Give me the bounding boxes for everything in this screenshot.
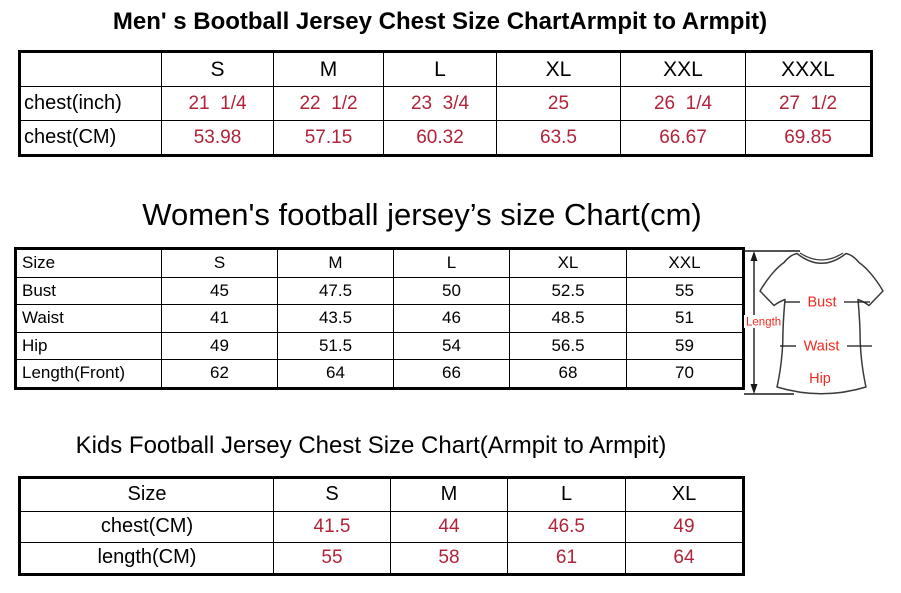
collar-inner-line [799, 252, 844, 261]
value-cell: 60.32 [383, 120, 497, 156]
women-size-header: XXL [626, 248, 744, 278]
table-row: Length(Front) 62 64 66 68 70 [15, 359, 744, 389]
table-row: Bust 45 47.5 50 52.5 55 [15, 276, 744, 305]
men-size-header: XL [496, 51, 621, 87]
kids-size-header: M [390, 476, 508, 512]
value-cell: 70 [626, 359, 744, 389]
length-label-backing [744, 315, 779, 328]
tshirt-measurement-diagram: Length Bust Waist Hip [744, 242, 901, 408]
value-cell: 27 1/2 [745, 86, 872, 121]
men-corner-cell [19, 51, 162, 87]
table-row: chest(CM) 41.5 44 46.5 49 [19, 510, 744, 543]
value-cell: 46 [393, 304, 510, 333]
value-cell: 58 [390, 541, 508, 575]
value-cell: 41.5 [273, 510, 391, 543]
tshirt-diagram-svg: Length Bust Waist Hip [744, 250, 884, 395]
hip-label: Hip [809, 371, 831, 387]
row-label: chest(CM) [19, 510, 274, 543]
value-cell: 50 [393, 276, 510, 305]
women-header-row: Size S M L XL XXL [15, 248, 744, 278]
value-cell: 45 [161, 276, 278, 305]
value-cell: 21 1/4 [161, 86, 274, 121]
length-label: Length [746, 317, 781, 329]
row-label: length(CM) [19, 541, 274, 575]
value-cell: 49 [625, 510, 744, 543]
row-label: chest(CM) [19, 120, 162, 156]
value-cell: 53.98 [161, 120, 274, 156]
value-cell: 56.5 [509, 331, 627, 360]
men-size-table: S M L XL XXL XXXL chest(inch) 21 1/4 22 … [18, 50, 873, 157]
value-cell: 22 1/2 [273, 86, 384, 121]
men-size-header: M [273, 51, 384, 87]
value-cell: 66.67 [620, 120, 746, 156]
table-row: chest(CM) 53.98 57.15 60.32 63.5 66.67 6… [19, 120, 872, 156]
women-size-header: XL [509, 248, 627, 278]
value-cell: 64 [625, 541, 744, 575]
value-cell: 43.5 [277, 304, 394, 333]
value-cell: 59 [626, 331, 744, 360]
men-size-header: L [383, 51, 497, 87]
table-row: Hip 49 51.5 54 56.5 59 [15, 331, 744, 360]
women-size-table: Size S M L XL XXL Bust 45 47.5 50 52.5 5… [14, 247, 745, 390]
kids-chart-title: Kids Football Jersey Chest Size Chart(Ar… [75, 431, 667, 459]
kids-size-header: XL [625, 476, 744, 512]
women-size-header: S [161, 248, 278, 278]
value-cell: 69.85 [745, 120, 872, 156]
kids-size-header: L [507, 476, 626, 512]
men-header-row: S M L XL XXL XXXL [19, 51, 872, 87]
value-cell: 25 [496, 86, 621, 121]
women-size-header: M [277, 248, 394, 278]
row-label: chest(inch) [19, 86, 162, 121]
value-cell: 48.5 [509, 304, 627, 333]
waist-label: Waist [804, 339, 840, 355]
value-cell: 51 [626, 304, 744, 333]
table-row: length(CM) 55 58 61 64 [19, 541, 744, 575]
value-cell: 62 [161, 359, 278, 389]
value-cell: 55 [626, 276, 744, 305]
tshirt-outline [759, 252, 884, 395]
row-label: Length(Front) [15, 359, 162, 389]
table-row: chest(inch) 21 1/4 22 1/2 23 3/4 25 26 1… [19, 86, 872, 121]
value-cell: 64 [277, 359, 394, 389]
men-size-header: XXXL [745, 51, 872, 87]
row-label: Bust [15, 276, 162, 305]
value-cell: 61 [507, 541, 626, 575]
bust-label: Bust [807, 295, 836, 311]
value-cell: 41 [161, 304, 278, 333]
value-cell: 46.5 [507, 510, 626, 543]
kids-size-header: S [273, 476, 391, 512]
value-cell: 52.5 [509, 276, 627, 305]
women-size-label: Size [15, 248, 162, 278]
value-cell: 54 [393, 331, 510, 360]
value-cell: 68 [509, 359, 627, 389]
arrowhead-bottom [750, 384, 758, 394]
value-cell: 55 [273, 541, 391, 575]
men-size-header: S [161, 51, 274, 87]
value-cell: 26 1/4 [620, 86, 746, 121]
row-label: Waist [15, 304, 162, 333]
kids-header-row: Size S M L XL [19, 476, 744, 512]
value-cell: 47.5 [277, 276, 394, 305]
women-chart-title: Women's football jersey’s size Chart(cm) [142, 197, 702, 232]
men-chart-title: Men' s Bootball Jersey Chest Size ChartA… [112, 8, 768, 35]
value-cell: 57.15 [273, 120, 384, 156]
value-cell: 49 [161, 331, 278, 360]
row-label: Hip [15, 331, 162, 360]
value-cell: 44 [390, 510, 508, 543]
men-size-header: XXL [620, 51, 746, 87]
size-chart-page: { "colors": { "value_red": "#b02338", "d… [0, 8, 901, 593]
kids-size-label: Size [19, 476, 274, 512]
value-cell: 23 3/4 [383, 86, 497, 121]
table-row: Waist 41 43.5 46 48.5 51 [15, 304, 744, 333]
women-size-header: L [393, 248, 510, 278]
arrowhead-top [750, 251, 758, 261]
kids-size-table: Size S M L XL chest(CM) 41.5 44 46.5 49 … [18, 475, 745, 576]
value-cell: 51.5 [277, 331, 394, 360]
value-cell: 66 [393, 359, 510, 389]
value-cell: 63.5 [496, 120, 621, 156]
